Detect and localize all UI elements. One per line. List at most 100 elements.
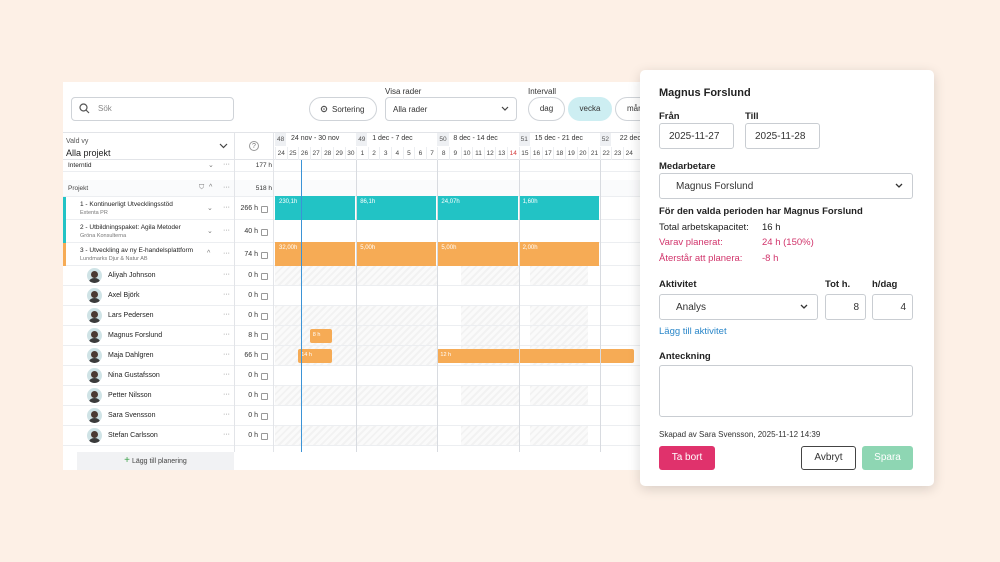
internal-time-label: Interntid [68,162,92,169]
member-name[interactable]: Lars Pedersen [108,312,154,319]
day-label: 9 [449,147,461,160]
project-bar[interactable]: 5,00h [356,242,437,266]
member-name[interactable]: Axel Björk [108,292,140,299]
project-name[interactable]: 2 - Utbildningspaket: Agila Metoder [80,224,181,231]
project-bar[interactable]: 32,00h [275,242,356,266]
add-planning-button[interactable]: + Lägg till planering [77,452,234,470]
member-name[interactable]: Nina Gustafsson [108,372,160,379]
more-icon[interactable]: ··· [223,291,230,298]
save-button[interactable]: Spara [862,446,913,470]
view-value[interactable]: Alla projekt [66,148,111,158]
week-divider [437,160,439,452]
chevron-up-icon[interactable]: ^ [209,184,213,191]
chevron-down-icon[interactable]: ⌄ [208,162,214,169]
project-name[interactable]: 1 - Kontinuerligt Utvecklingsstöd [80,201,173,208]
member-name[interactable]: Maja Dahlgren [108,352,154,359]
unavailable-hatch [530,386,589,405]
calendar-icon[interactable] [261,433,268,440]
interval-day-button[interactable]: dag [528,97,565,121]
week-range: 8 dec - 14 dec [453,135,498,142]
calendar-icon[interactable] [261,313,268,320]
member-row: Nina Gustafsson ··· 0 h [63,366,640,386]
more-icon[interactable]: ··· [223,411,230,418]
more-icon[interactable]: ··· [223,204,230,211]
view-label: Vald vy [66,138,89,145]
total-hours-field[interactable]: 8 [825,294,866,320]
week-number: 52 [599,133,612,146]
show-rows-select[interactable]: Alla rader [385,97,517,121]
chevron-down-icon[interactable] [219,143,228,149]
member-bar[interactable]: 12 h [437,349,634,363]
member-name[interactable]: Aliyah Johnson [108,272,156,279]
more-icon[interactable]: ··· [223,184,230,191]
more-icon[interactable]: ··· [223,250,230,257]
employee-label: Medarbetare [659,161,716,172]
calendar-icon[interactable] [261,373,268,380]
member-name[interactable]: Magnus Forslund [108,332,163,339]
project-name[interactable]: 3 - Utveckling av ny E-handelsplattform [80,247,194,254]
activity-select[interactable]: Analys [659,294,818,320]
chevron-up-icon[interactable]: ^ [207,250,211,257]
member-name[interactable]: Stefan Carlsson [108,432,158,439]
week-header: 52 22 dec - [599,133,640,146]
more-icon[interactable]: ··· [223,331,230,338]
hours-per-day-value: 4 [900,302,906,313]
more-icon[interactable]: ··· [223,391,230,398]
member-name[interactable]: Petter Nilsson [108,392,152,399]
projects-label: Projekt [68,185,89,192]
more-icon[interactable]: ··· [223,271,230,278]
member-hours: 0 h [248,272,258,279]
unavailable-hatch [460,326,519,345]
project-bar[interactable]: 230,1h [275,196,356,220]
interval-week-button[interactable]: vecka [568,97,612,121]
calendar-icon[interactable] [261,333,268,340]
note-textarea[interactable] [659,365,913,417]
member-bar[interactable]: 8 h [309,329,332,343]
member-row: Axel Björk ··· 0 h [63,286,640,306]
member-bar[interactable]: 14 h [298,349,332,363]
member-row: Magnus Forslund ··· 8 h 8 h [63,326,640,346]
search-input[interactable]: Sök [71,97,234,121]
member-name[interactable]: Sara Svensson [108,412,156,419]
internal-time-hours: 177 h [255,162,272,169]
project-bar[interactable]: 5,00h [437,242,518,266]
calendar-icon[interactable] [261,206,268,213]
project-bar[interactable]: 24,07h [437,196,518,220]
help-icon[interactable]: ? [249,141,259,151]
more-icon[interactable]: ··· [223,371,230,378]
to-date-field[interactable]: 2025-11-28 [745,123,820,149]
sort-button[interactable]: Sortering [309,97,377,121]
chevron-down-icon[interactable]: ⌄ [207,205,213,212]
hours-per-day-field[interactable]: 4 [872,294,913,320]
week-range: 1 dec - 7 dec [372,135,413,142]
more-icon[interactable]: ··· [223,161,230,168]
more-icon[interactable]: ··· [223,351,230,358]
project-bar[interactable]: 86,1h [356,196,437,220]
calendar-icon[interactable] [261,393,268,400]
from-date-field[interactable]: 2025-11-27 [659,123,734,149]
calendar-icon[interactable] [261,353,268,360]
more-icon[interactable]: ··· [223,227,230,234]
more-icon[interactable]: ··· [223,311,230,318]
interval-month-button[interactable]: mån [615,97,640,121]
project-bar[interactable]: 2,00h [518,242,599,266]
period-heading: För den valda perioden har Magnus Forslu… [659,206,863,217]
to-label: Till [745,111,759,122]
more-icon[interactable]: ··· [223,431,230,438]
chevron-down-icon[interactable]: ⌄ [207,228,213,235]
calendar-icon[interactable] [261,273,268,280]
calendar-icon[interactable] [261,229,268,236]
delete-button[interactable]: Ta bort [659,446,715,470]
member-hours: 66 h [244,352,258,359]
member-row: Maja Dahlgren ··· 66 h 14 h 12 h [63,346,640,366]
calendar-icon[interactable] [261,413,268,420]
add-activity-link[interactable]: Lägg till aktivitet [659,326,727,337]
unavailable-hatch [460,386,519,405]
column-divider [234,160,235,452]
filter-icon[interactable]: ⛉ [199,184,205,191]
project-bar[interactable]: 1,60h [518,196,599,220]
calendar-icon[interactable] [261,252,268,259]
employee-select[interactable]: Magnus Forslund [659,173,913,199]
calendar-icon[interactable] [261,293,268,300]
cancel-button[interactable]: Avbryt [801,446,856,470]
